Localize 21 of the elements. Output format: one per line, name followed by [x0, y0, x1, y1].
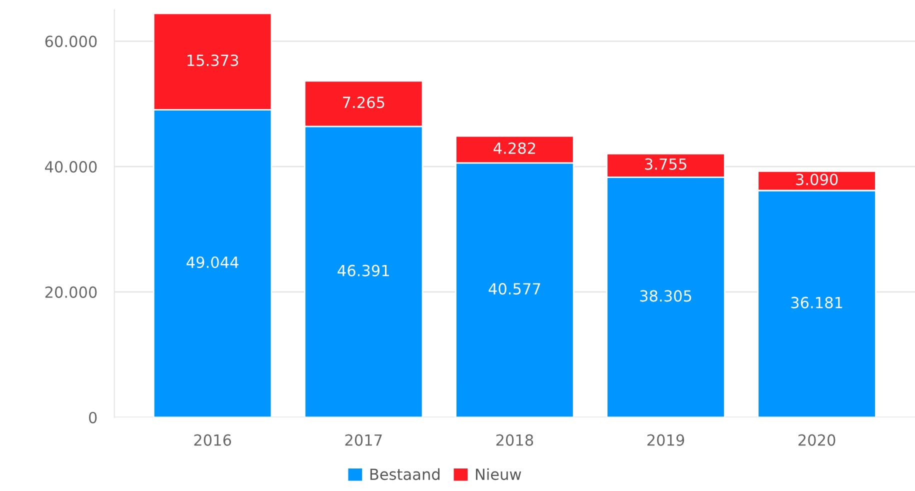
x-tick-label: 2017 — [345, 434, 382, 446]
data-label: 40.577 — [488, 283, 540, 295]
y-tick-label: 20.000 — [45, 286, 97, 298]
data-label: 49.044 — [186, 256, 238, 268]
x-tick-label: 2018 — [496, 434, 534, 446]
legend-label: Nieuw — [476, 468, 522, 480]
data-label: 3.090 — [796, 174, 838, 186]
data-label: 15.373 — [188, 54, 238, 66]
x-tick-label: 2019 — [647, 434, 684, 446]
data-label: 3.755 — [645, 158, 686, 170]
y-tick-label: 40.000 — [45, 161, 97, 173]
x-tick-label: 2020 — [798, 434, 836, 446]
y-tick-label: 60.000 — [45, 36, 97, 48]
y-tick-label: 0 — [88, 412, 97, 424]
data-label: 36.181 — [791, 296, 842, 308]
data-label: 4.282 — [494, 142, 536, 154]
data-label: 46.391 — [338, 264, 389, 276]
data-label: 38.305 — [640, 290, 692, 302]
data-label: 7.265 — [343, 96, 384, 108]
legend-label: Bestaand — [370, 468, 440, 480]
x-tick-label: 2016 — [194, 434, 232, 446]
